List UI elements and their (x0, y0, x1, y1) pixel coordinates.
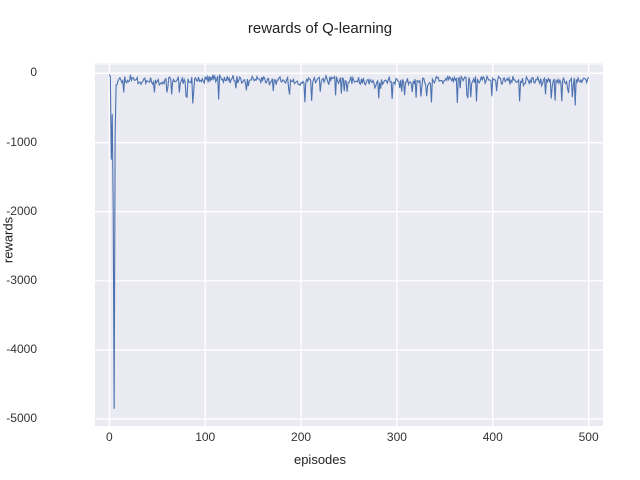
y-tick-label: -4000 (0, 342, 37, 356)
y-tick-label: -1000 (0, 135, 37, 149)
chart-container: rewards of Q-learning rewards episodes 0… (0, 0, 640, 480)
chart-title: rewards of Q-learning (0, 20, 640, 37)
y-tick-label: -5000 (0, 411, 37, 425)
x-tick-label: 100 (185, 430, 225, 444)
rewards-line-chart (95, 63, 603, 426)
x-tick-label: 0 (89, 430, 129, 444)
y-tick-label: 0 (0, 65, 37, 79)
x-tick-label: 300 (377, 430, 417, 444)
y-axis-label: rewards (1, 217, 16, 263)
x-tick-label: 500 (569, 430, 609, 444)
x-axis-label: episodes (0, 452, 640, 467)
x-tick-label: 200 (281, 430, 321, 444)
y-tick-label: -3000 (0, 273, 37, 287)
rewards-data-line (109, 74, 588, 408)
y-tick-label: -2000 (0, 204, 37, 218)
x-tick-label: 400 (473, 430, 513, 444)
